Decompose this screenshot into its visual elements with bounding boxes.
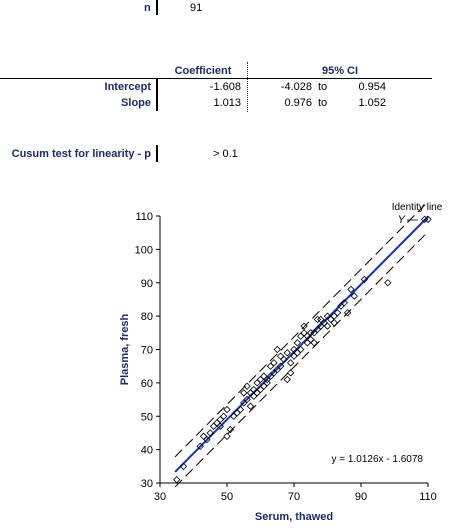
y-tick-label: 110 <box>135 211 153 223</box>
data-point <box>196 442 204 450</box>
data-point <box>347 285 355 294</box>
equation-label: y = 1.0126x - 1.6078 <box>332 454 424 465</box>
data-point <box>340 299 348 307</box>
row-ci-high: 1.052 <box>358 97 386 109</box>
data-point <box>260 372 268 380</box>
data-point <box>219 412 228 420</box>
cusum-label: Cusum test for linearity - p <box>11 148 151 160</box>
data-point <box>263 379 271 387</box>
row-label: Intercept <box>104 81 151 93</box>
n-label: n <box>144 2 151 14</box>
data-point <box>253 379 261 387</box>
x-tick-label: 50 <box>221 491 233 503</box>
x-tick-label: 30 <box>154 491 166 503</box>
lower-band-line <box>174 231 429 488</box>
data-point <box>256 375 265 384</box>
data-point <box>300 322 308 330</box>
data-point <box>297 345 305 354</box>
data-point <box>236 405 245 414</box>
data-point <box>276 362 285 370</box>
n-value: 91 <box>190 2 203 14</box>
data-point <box>270 359 278 367</box>
y-tick-label: 100 <box>135 244 153 256</box>
data-point <box>283 349 291 357</box>
data-point <box>203 435 211 444</box>
data-point <box>300 329 308 337</box>
data-point <box>273 345 281 354</box>
row-coefficient: 1.013 <box>213 97 241 109</box>
coefficient-header: Coefficient <box>174 65 232 77</box>
data-point <box>276 352 285 360</box>
data-point <box>360 275 369 284</box>
data-point <box>283 375 291 384</box>
data-point <box>209 422 218 430</box>
data-point <box>179 462 188 470</box>
data-point <box>280 355 288 364</box>
row-coefficient: -1.608 <box>209 81 241 93</box>
row-ci-sep: to <box>318 81 328 93</box>
n-separator <box>156 0 158 15</box>
data-point <box>226 425 235 434</box>
data-point <box>216 422 224 430</box>
x-tick-label: 110 <box>419 491 437 503</box>
y-axis-title: Plasma, fresh <box>119 313 131 385</box>
row-ci-sep: to <box>318 97 328 109</box>
data-point <box>293 339 302 347</box>
regression-line <box>174 216 429 473</box>
cusum-value: > 0.1 <box>213 148 238 160</box>
table-dotted-separator <box>247 62 248 112</box>
row-ci-high: 0.954 <box>358 81 386 93</box>
data-point <box>286 369 295 377</box>
data-point <box>173 475 181 484</box>
data-point <box>350 292 358 300</box>
data-point <box>213 419 221 427</box>
data-point <box>266 362 275 370</box>
identity-marker-label: Y <box>398 214 406 226</box>
upper-band-line <box>174 201 429 458</box>
data-point <box>216 415 224 424</box>
x-axis-title: Serum, thawed <box>255 511 333 523</box>
cusum-separator <box>156 145 158 162</box>
ci-header: 95% CI <box>321 65 359 77</box>
data-point <box>333 309 342 317</box>
data-point <box>297 332 305 340</box>
data-point <box>243 395 251 404</box>
data-point <box>310 339 318 347</box>
table-divider <box>0 78 432 79</box>
identity-line-label: Identity line <box>392 202 443 213</box>
y-tick-label: 40 <box>141 445 153 457</box>
data-point <box>246 402 255 410</box>
data-point <box>223 432 231 440</box>
table-separator <box>156 79 158 111</box>
row-ci-low: 0.976 <box>284 97 312 109</box>
x-tick-label: 90 <box>355 491 367 503</box>
row-label: Slope <box>121 97 151 109</box>
y-tick-label: 80 <box>141 311 153 323</box>
row-ci-low: -4.028 <box>280 81 312 93</box>
y-tick-label: 50 <box>141 411 153 423</box>
y-tick-label: 90 <box>141 278 153 290</box>
data-point <box>323 322 332 330</box>
y-tick-label: 70 <box>141 345 153 357</box>
data-point <box>206 429 214 437</box>
data-point <box>243 382 251 390</box>
data-point <box>343 309 352 317</box>
y-tick-label: 30 <box>141 478 153 490</box>
data-point <box>424 215 432 224</box>
data-point <box>330 319 338 327</box>
data-point <box>240 389 248 397</box>
data-point <box>223 405 231 414</box>
y-tick-label: 60 <box>141 378 153 390</box>
data-point <box>384 279 392 287</box>
x-tick-label: 70 <box>288 491 300 503</box>
data-point <box>199 432 208 440</box>
data-point <box>286 359 295 367</box>
